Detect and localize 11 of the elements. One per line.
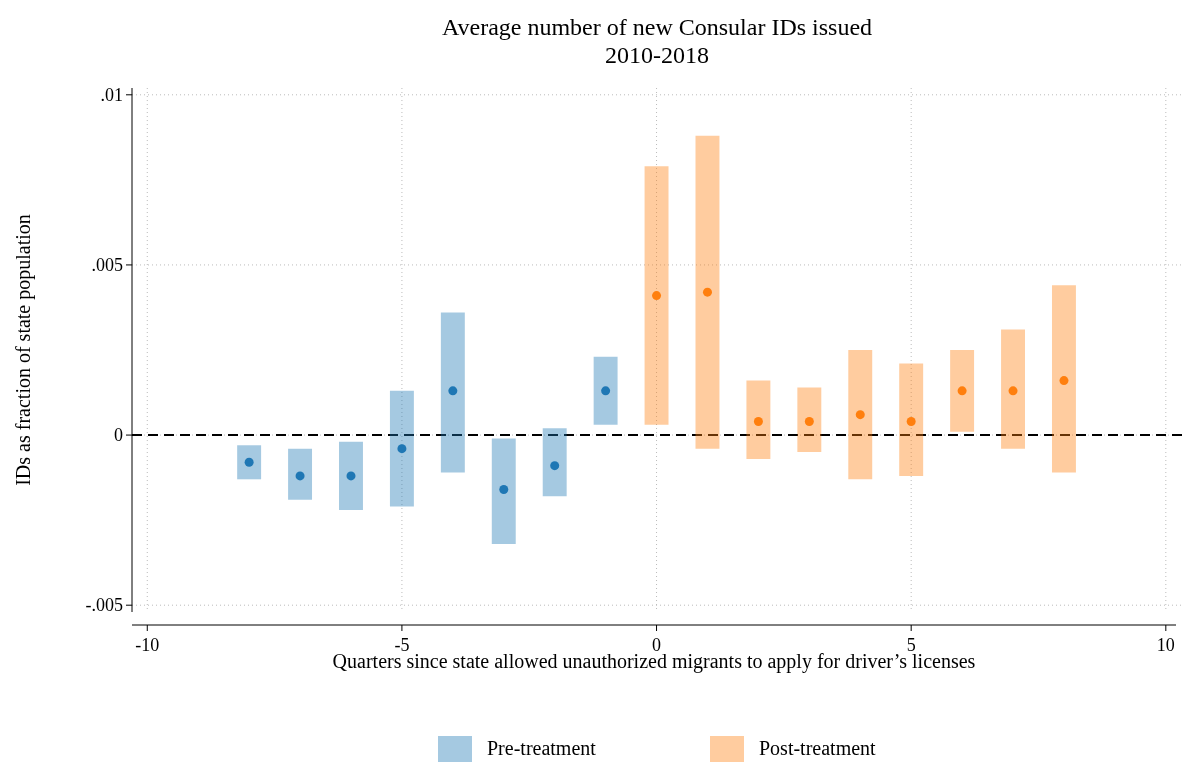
chart-title: Average number of new Consular IDs issued	[441, 14, 873, 40]
legend-label: Post-treatment	[759, 737, 877, 759]
y-tick-label: .01	[100, 84, 123, 105]
y-tick-label: .005	[91, 254, 123, 275]
x-tick-label: 10	[1156, 635, 1175, 655]
y-tick-label: -.005	[85, 595, 123, 616]
x-tick-label: -10	[135, 635, 160, 655]
y-axis-title: IDs as fraction of state population	[12, 214, 35, 486]
chart-subtitle: 2010-2018	[605, 42, 709, 68]
legend-label: Pre-treatment	[487, 737, 597, 759]
y-tick-label: 0	[114, 425, 123, 446]
